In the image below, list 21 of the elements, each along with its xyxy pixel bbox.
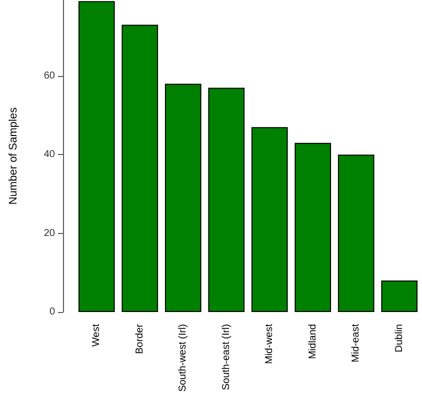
y-tick-label: 0: [49, 306, 56, 318]
bar: [338, 154, 374, 312]
x-tick-label: Mid-west: [264, 324, 276, 364]
bar: [251, 127, 288, 312]
x-tick-label: South-west (Irl): [178, 324, 189, 392]
y-tick-label: 40: [44, 149, 56, 160]
x-tick-label: Midland: [307, 324, 318, 360]
bar: [208, 88, 245, 312]
x-tick-label: Border: [134, 323, 146, 354]
x-tick-label: West: [91, 324, 102, 347]
y-axis-title: Number of Samples: [8, 106, 20, 205]
x-tick-label: Mid-east: [350, 324, 362, 362]
x-tick-label: South-east (Irl): [220, 324, 232, 390]
x-tick-label: Dublin: [394, 324, 405, 352]
bar: [164, 84, 202, 312]
bar: [78, 1, 115, 312]
bar: [122, 24, 158, 312]
bar: [294, 142, 332, 312]
y-tick-label: 60: [44, 70, 56, 82]
bar: [381, 280, 418, 312]
y-tick-label: 20: [44, 228, 56, 239]
